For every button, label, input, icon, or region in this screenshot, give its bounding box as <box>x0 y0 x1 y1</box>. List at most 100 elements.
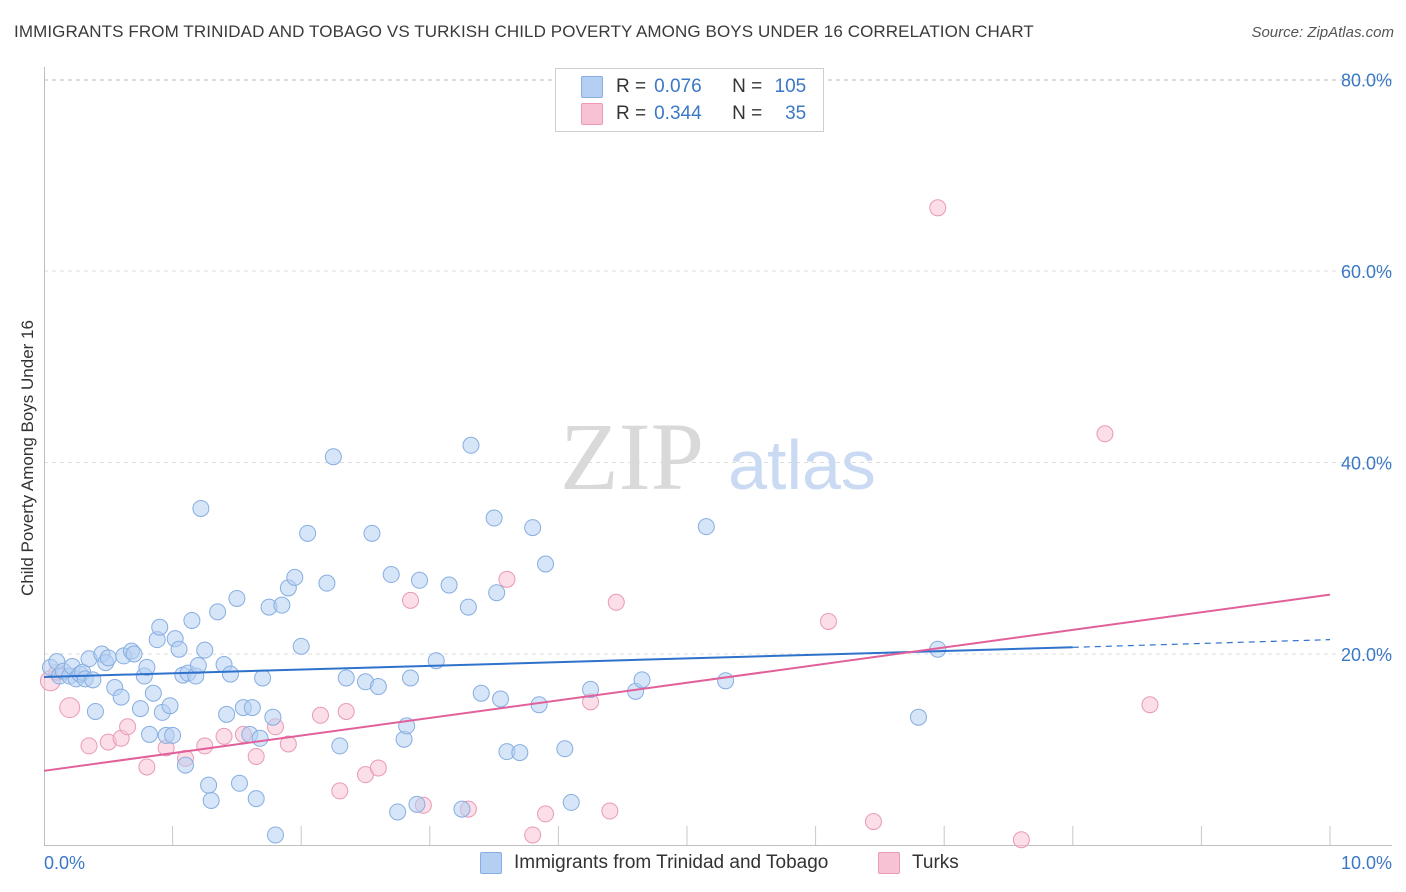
legend-item-turks[interactable]: Turks <box>878 852 959 874</box>
chart-title: IMMIGRANTS FROM TRINIDAD AND TOBAGO VS T… <box>14 22 1034 41</box>
legend-label-turks: Turks <box>912 852 959 873</box>
turks-point <box>138 758 156 776</box>
trinidad-point <box>151 618 169 636</box>
trinidad-point <box>488 584 506 602</box>
legend-item-trinidad[interactable]: Immigrants from Trinidad and Tobago <box>480 852 828 874</box>
trinidad-point <box>112 688 130 706</box>
trinidad-point <box>459 598 477 616</box>
y-tick-label: 60.0% <box>1341 262 1392 282</box>
trinidad-point <box>131 700 149 718</box>
trinidad-point <box>331 737 349 755</box>
trinidad-point <box>183 611 201 629</box>
trinidad-point <box>909 708 927 726</box>
x-tick-label: 10.0% <box>1341 853 1392 873</box>
trinidad-point <box>230 774 248 792</box>
gridlines <box>44 79 1392 655</box>
trinidad-point <box>189 656 207 674</box>
y-tick-label: 80.0% <box>1341 71 1392 91</box>
trinidad-point <box>337 669 355 687</box>
turks-point <box>864 813 882 831</box>
turks-point <box>1096 425 1114 443</box>
trinidad-point <box>485 509 503 527</box>
turks-point <box>119 718 137 736</box>
trinidad-point <box>202 791 220 809</box>
trinidad-point <box>254 669 272 687</box>
turks-point <box>215 727 233 745</box>
correlation-stats-box: R = 0.076 N = 105 R = 0.344 N = 35 <box>555 68 824 132</box>
turks-point <box>607 593 625 611</box>
trinidad-point <box>389 803 407 821</box>
trinidad-point <box>299 524 317 542</box>
trinidad-point <box>84 671 102 689</box>
watermark: ZIP atlas <box>560 403 876 510</box>
trinidad-point <box>363 524 381 542</box>
trend-lines <box>43 593 1331 772</box>
trinidad-point <box>324 448 342 466</box>
turks-point <box>80 737 98 755</box>
stats-row-trinidad: R = 0.076 N = 105 <box>581 75 807 99</box>
y-tick-label: 20.0% <box>1341 645 1392 665</box>
trinidad-point <box>86 702 104 720</box>
turks-point <box>929 199 947 217</box>
trinidad-point <box>196 641 214 659</box>
trinidad-points <box>41 436 947 844</box>
trinidad-point <box>462 436 480 454</box>
turks-point <box>59 697 81 719</box>
turks-point <box>247 747 265 765</box>
turks-point <box>819 612 837 630</box>
trinidad-point <box>125 645 143 663</box>
turks-point <box>601 802 619 820</box>
legend-swatch-trinidad <box>480 852 502 874</box>
trinidad-point <box>221 665 239 683</box>
trinidad-point <box>273 596 291 614</box>
r-value: 0.344 <box>654 103 702 124</box>
trinidad-point <box>138 658 156 676</box>
r-value: 0.076 <box>654 76 702 97</box>
trinidad-point <box>218 705 236 723</box>
trinidad-point <box>537 555 555 573</box>
trinidad-point <box>717 672 735 690</box>
turks-point <box>311 706 329 724</box>
turks-point <box>524 826 542 844</box>
trinidad-point <box>318 574 336 592</box>
trinidad-point <box>472 684 490 702</box>
turks-point <box>369 759 387 777</box>
trinidad-point <box>251 729 269 747</box>
n-value: 105 <box>774 76 807 97</box>
trinidad-point <box>140 725 158 743</box>
trinidad-point <box>440 576 458 594</box>
trinidad-point <box>99 649 117 667</box>
legend-label-trinidad: Immigrants from Trinidad and Tobago <box>514 852 829 873</box>
turks-point <box>337 702 355 720</box>
n-value: 35 <box>785 103 807 124</box>
source-label: Source: ZipAtlas.com <box>1251 24 1394 41</box>
trinidad-point <box>144 684 162 702</box>
turks-swatch <box>581 103 603 125</box>
turks-point <box>279 735 297 753</box>
trinidad-trend-extension <box>1072 639 1331 648</box>
turks-point <box>537 805 555 823</box>
legend-swatch-turks <box>878 852 900 874</box>
trinidad-point <box>382 566 400 584</box>
turks-point <box>1141 696 1159 714</box>
trinidad-point <box>209 603 227 621</box>
x-tick-label: 0.0% <box>44 853 85 873</box>
turks-point <box>402 591 420 609</box>
n-label: N = <box>732 76 763 97</box>
trinidad-point <box>453 800 471 818</box>
turks-point <box>331 782 349 800</box>
trinidad-point <box>402 669 420 687</box>
trinidad-point <box>164 726 182 744</box>
trinidad-point <box>582 680 600 698</box>
trinidad-point <box>697 518 715 536</box>
trinidad-point <box>408 795 426 813</box>
trinidad-point <box>511 744 529 762</box>
trinidad-point <box>492 690 510 708</box>
trinidad-point <box>247 790 265 808</box>
watermark-atlas: atlas <box>728 426 876 504</box>
trinidad-point <box>192 499 210 517</box>
trinidad-point <box>200 776 218 794</box>
trinidad-point <box>243 699 261 717</box>
trinidad-point <box>556 740 574 758</box>
